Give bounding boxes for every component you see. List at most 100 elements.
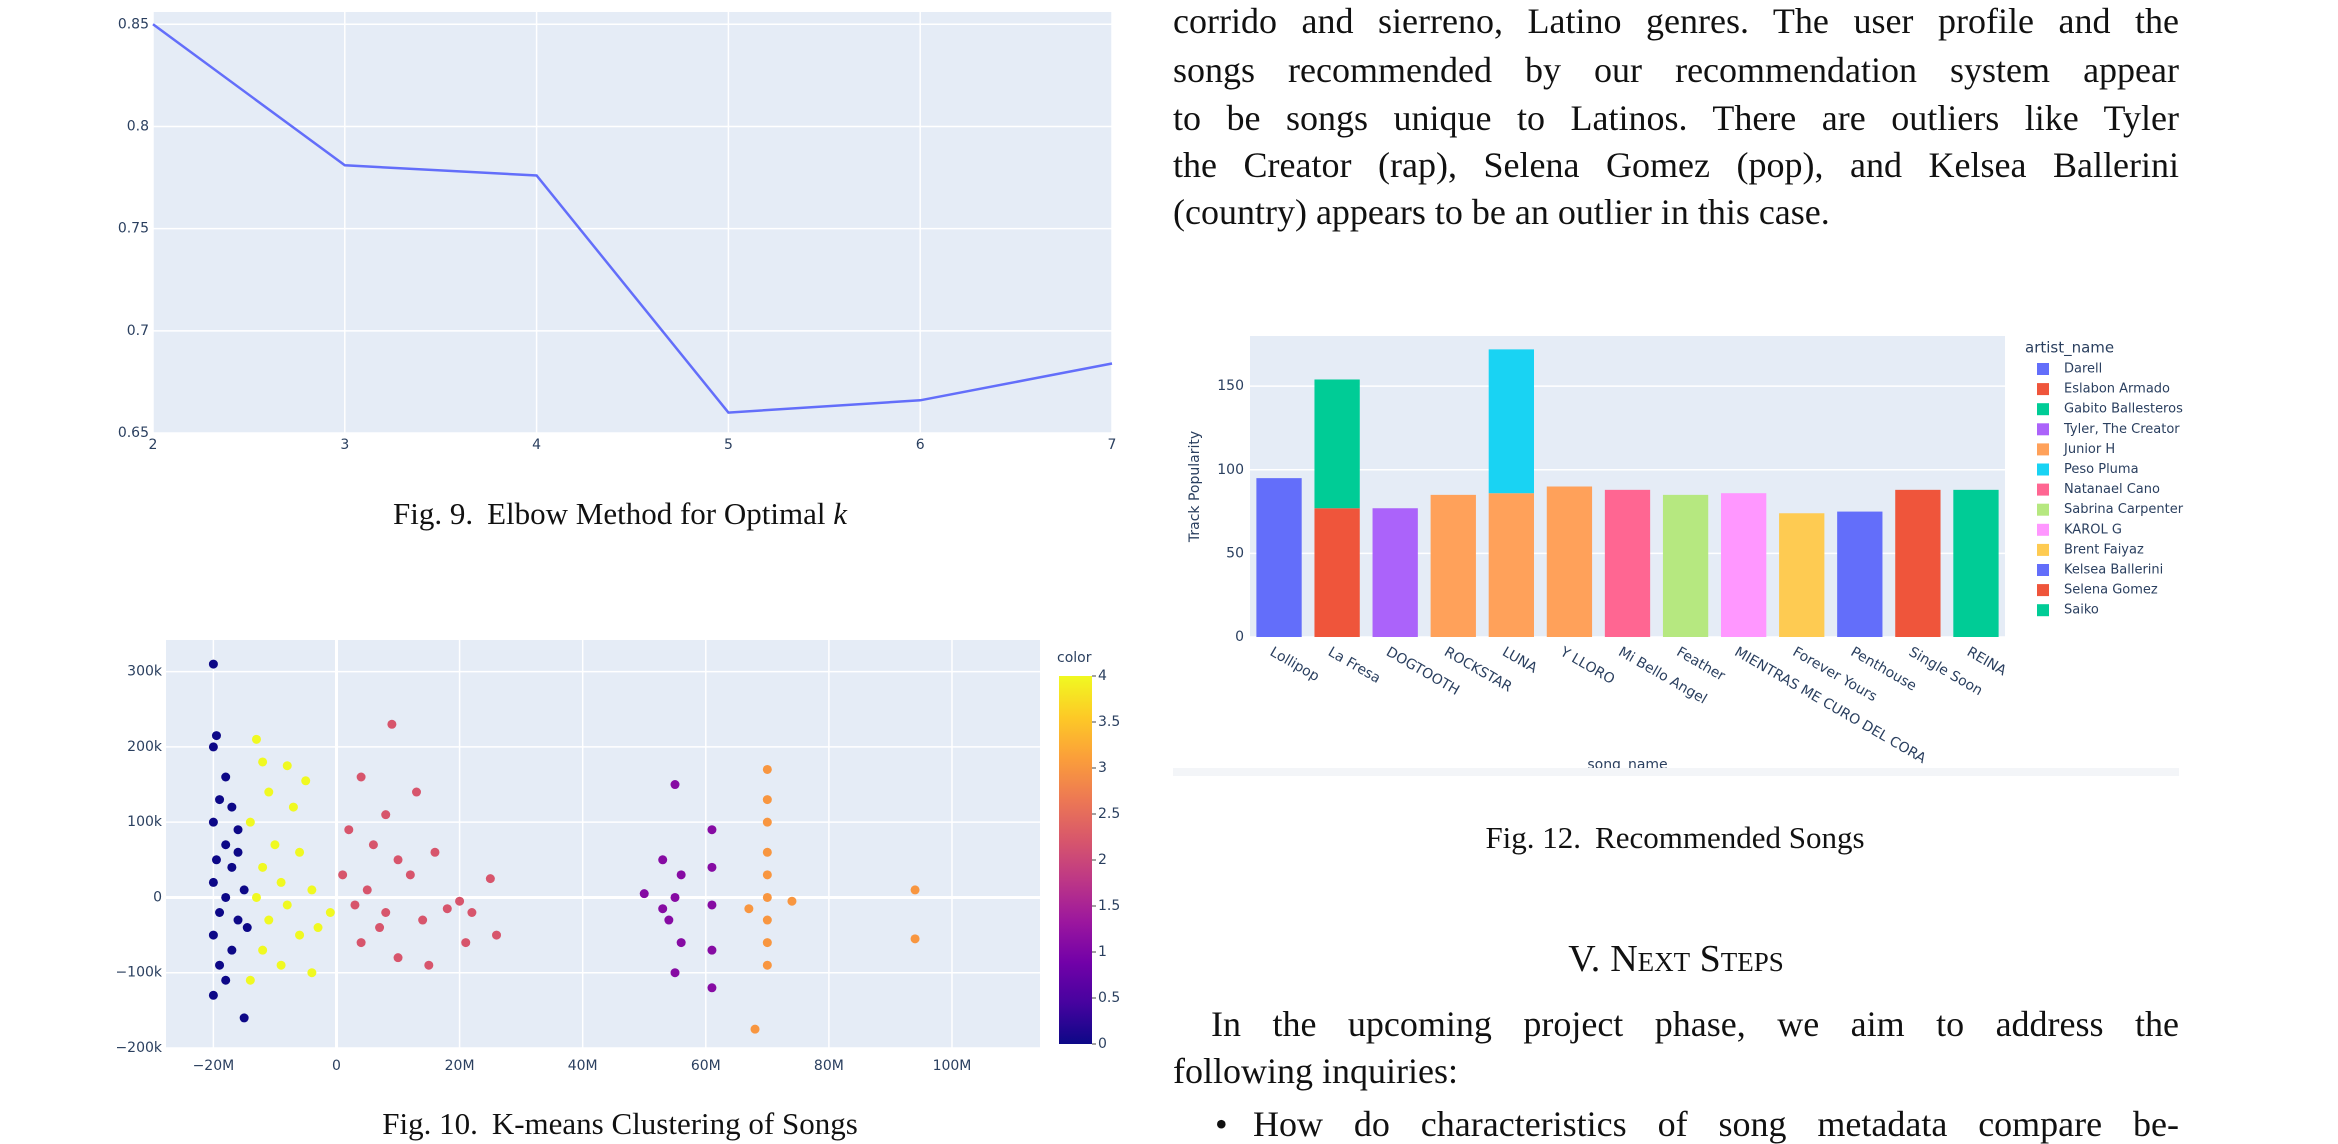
legend-swatch	[2037, 423, 2049, 436]
scatter-point	[325, 908, 335, 918]
scatter-point	[307, 968, 317, 978]
x-tick-label: 20M	[445, 1058, 475, 1074]
x-tick-label: 2	[149, 437, 158, 453]
scatter-point	[245, 817, 255, 827]
scatter-point	[393, 855, 403, 865]
legend-label: Natanael Cano	[2064, 482, 2160, 497]
scatter-point	[676, 938, 686, 948]
scatter-point	[208, 877, 218, 887]
bar	[1256, 478, 1302, 637]
scatter-point	[282, 900, 292, 910]
scatter-point	[301, 776, 311, 786]
text-line: the Creator (rap), Selena Gomez (pop), a…	[1173, 145, 2179, 185]
scatter-point	[750, 1024, 760, 1034]
scatter-point	[208, 742, 218, 752]
caption-label: Fig. 12.	[1485, 820, 1582, 855]
colorbar-tick-label: 0	[1098, 1036, 1107, 1052]
scatter-point	[350, 900, 360, 910]
legend-swatch	[2037, 403, 2049, 416]
figure-caption: Fig. 9. Elbow Method for Optimal k	[393, 496, 847, 532]
y-tick-label: 0.8	[127, 118, 149, 134]
legend-label: Junior H	[2063, 442, 2115, 457]
caption-label: Fig. 9.	[393, 496, 474, 531]
legend-swatch	[2037, 604, 2049, 617]
scatter-point	[313, 923, 323, 933]
scatter-point	[412, 787, 422, 797]
x-tick-label: LUNA	[1499, 644, 1540, 677]
legend-label: KAROL G	[2064, 522, 2122, 537]
legend-label: Tyler, The Creator	[2063, 422, 2180, 437]
bar	[1430, 494, 1476, 637]
figure-edge	[1173, 768, 2179, 776]
scatter-point	[242, 923, 252, 933]
scatter-point	[442, 904, 452, 914]
y-tick-label: 300k	[127, 664, 163, 680]
scatter-point	[251, 892, 261, 902]
section-heading: V. Next Steps	[1173, 935, 2179, 983]
scatter-point	[405, 870, 415, 880]
scatter-point	[381, 810, 391, 820]
scatter-point	[344, 825, 354, 835]
scatter-point	[208, 930, 218, 940]
scatter-point	[307, 885, 317, 895]
scatter-point	[264, 787, 274, 797]
caption-text: K-means Clustering of Songs	[491, 1106, 858, 1141]
bar	[1721, 493, 1767, 637]
scatter-point	[221, 772, 231, 782]
text-line: (country) appears to be an outlier in th…	[1173, 192, 1830, 232]
scatter-point	[418, 915, 428, 925]
y-tick-label: 100k	[127, 814, 163, 830]
bar	[1546, 486, 1593, 637]
x-tick-label: 5	[724, 437, 733, 453]
bar	[1488, 493, 1534, 637]
bar	[1837, 511, 1883, 637]
scatter-point	[276, 960, 286, 970]
scatter-point	[221, 840, 231, 850]
legend-swatch	[2037, 463, 2049, 476]
scatter-point	[215, 960, 225, 970]
bar	[1372, 508, 1418, 637]
scatter-point	[227, 802, 237, 812]
bar	[1662, 494, 1709, 637]
caption-math: k	[833, 496, 847, 531]
y-tick-label: 0	[1235, 629, 1244, 645]
legend-label: Saiko	[2064, 603, 2099, 618]
legend-title: artist_name	[2025, 339, 2114, 358]
caption-text: Recommended Songs	[1595, 820, 1865, 855]
text-line: to be songs unique to Latinos. There are…	[1173, 98, 2179, 138]
scatter-point	[381, 908, 391, 918]
caption-label: Fig. 10.	[382, 1106, 478, 1141]
data-line	[152, 23, 1113, 414]
scatter-point	[707, 983, 717, 993]
y-axis-label: Track Popularity	[1187, 431, 1203, 543]
legend-label: Eslabon Armado	[2064, 382, 2170, 397]
text-line: songs recommended by our recommendation …	[1173, 50, 2179, 90]
scatter-point	[658, 904, 668, 914]
scatter-point	[670, 892, 680, 902]
scatter-point	[276, 877, 286, 887]
y-tick-label: 50	[1226, 545, 1244, 561]
scatter-point	[430, 847, 440, 857]
scatter-point	[658, 855, 668, 865]
x-tick-label: 100M	[933, 1058, 972, 1074]
scatter-point	[375, 923, 385, 933]
colorbar	[1059, 676, 1092, 1044]
x-tick-label: 60M	[691, 1058, 721, 1074]
y-tick-label: −200k	[115, 1040, 162, 1056]
scatter-point	[492, 930, 502, 940]
scatter-point	[245, 975, 255, 985]
scatter-point	[461, 938, 471, 948]
legend-label: Brent Faiyaz	[2064, 542, 2144, 557]
x-tick-label: 6	[916, 437, 925, 453]
scatter-point	[393, 953, 403, 963]
x-tick-label: 0	[332, 1058, 341, 1074]
scatter-point	[288, 802, 298, 812]
x-tick-label: La Fresa	[1325, 644, 1383, 687]
scatter-point	[670, 968, 680, 978]
scatter-point	[762, 847, 772, 857]
scatter-point	[221, 892, 231, 902]
colorbar-tick-label: 2	[1098, 852, 1107, 868]
colorbar-tick-label: 1	[1098, 944, 1107, 960]
legend-swatch	[2037, 543, 2049, 556]
caption-text: Elbow Method for Optimal	[487, 496, 826, 531]
